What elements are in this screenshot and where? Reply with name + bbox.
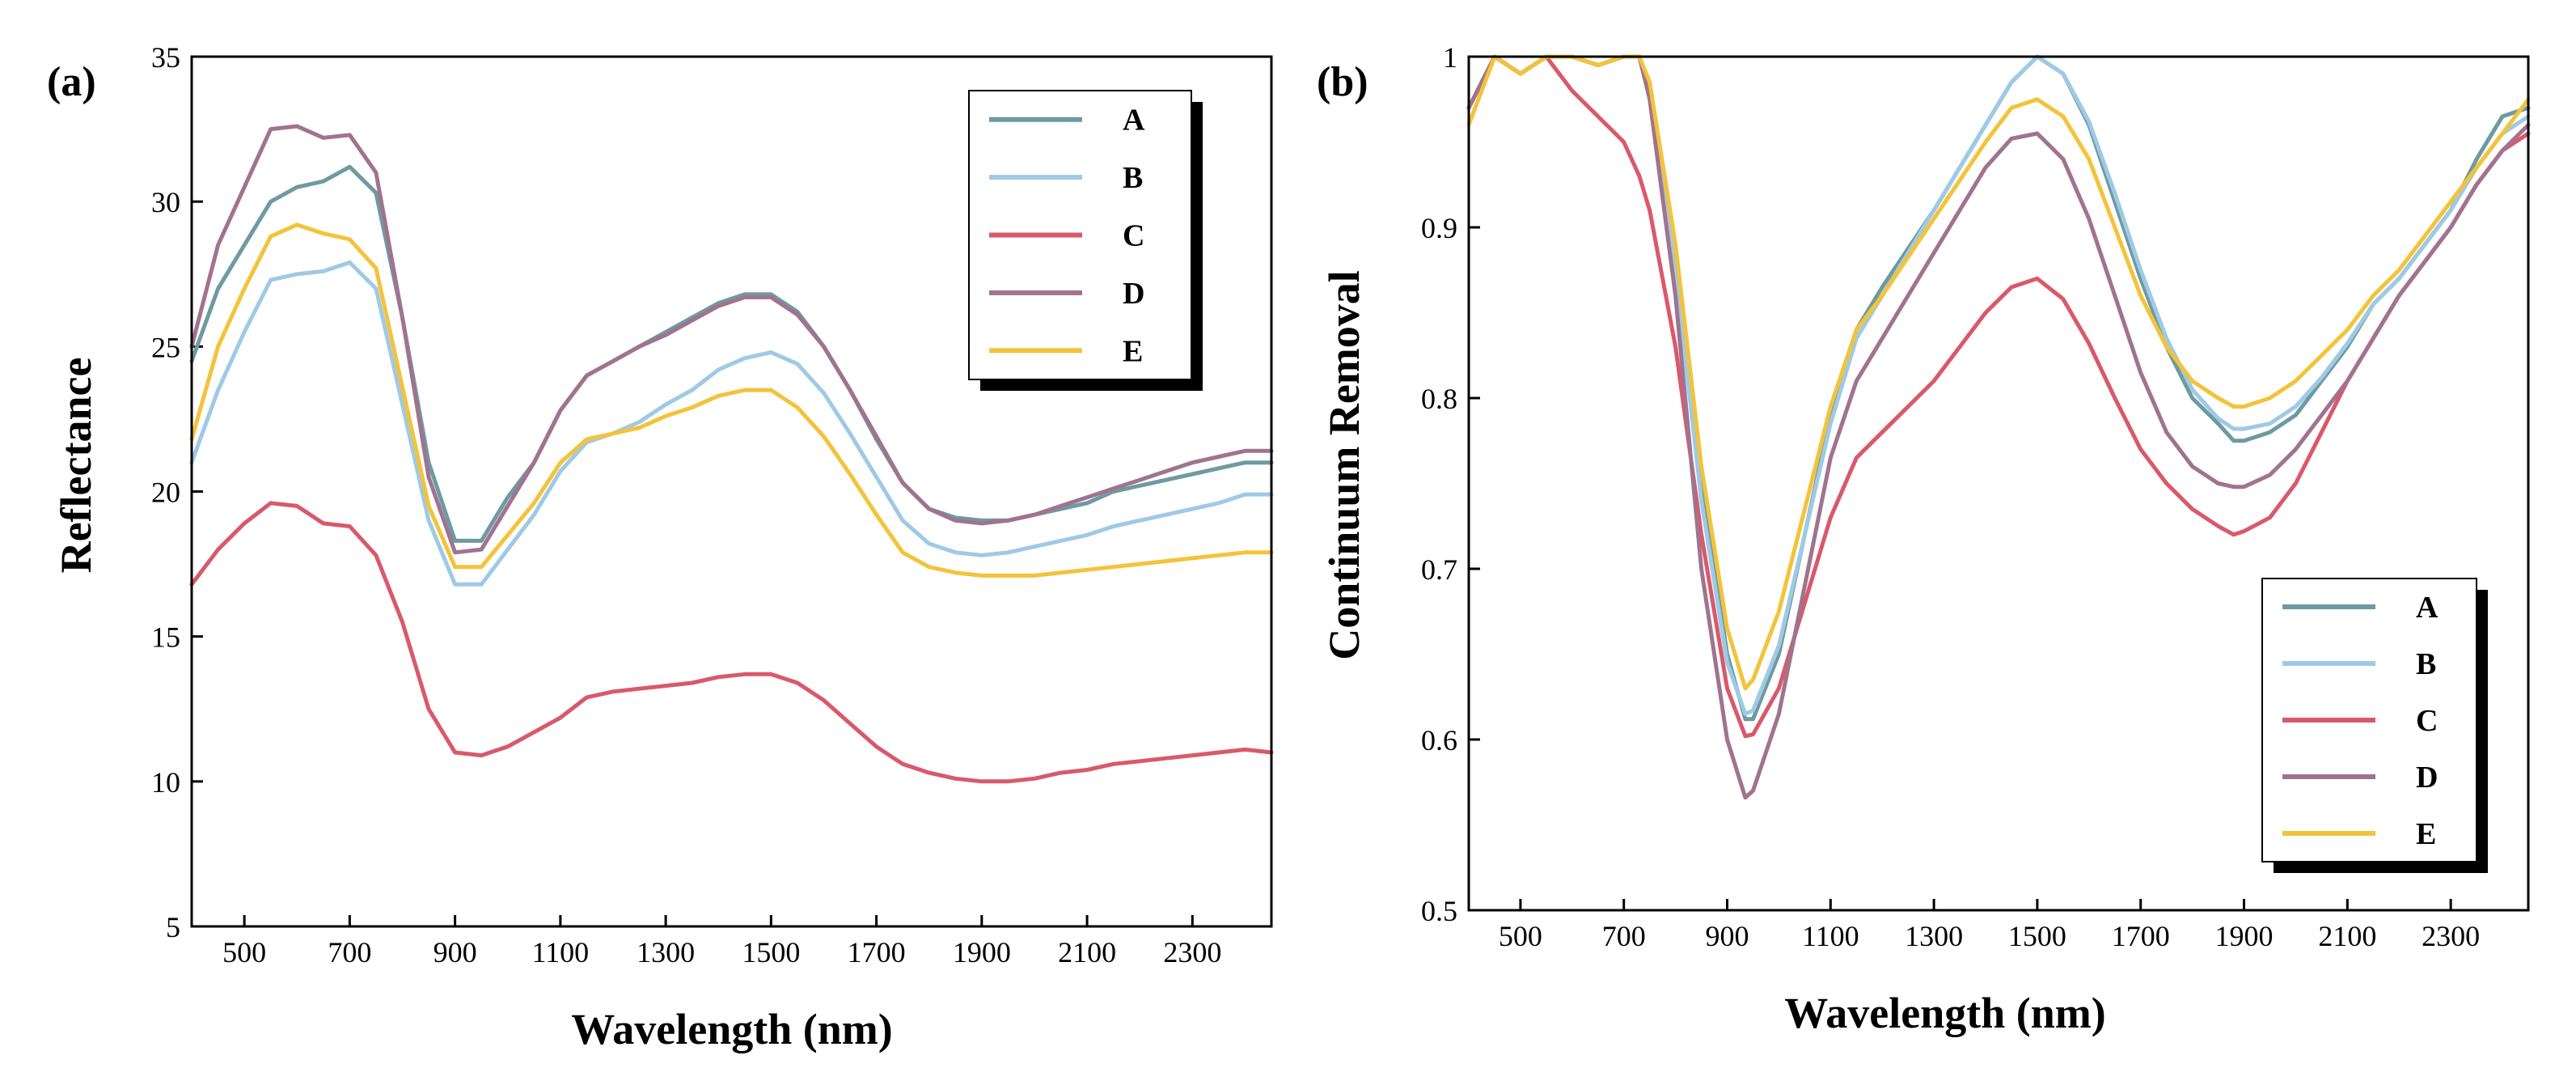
panel-a-xtick-label: 2300 <box>1163 936 1221 968</box>
panel-a-ytick-label: 25 <box>151 331 180 363</box>
panel-a-xtick-label: 1100 <box>532 936 590 968</box>
panel-a-series-c <box>189 501 1274 784</box>
panel-b-xtick-label: 700 <box>1602 920 1646 952</box>
panel-a-series-e <box>189 222 1274 578</box>
panel-b-xtick-label: 2300 <box>2422 920 2480 952</box>
panel-b-ticks: 500 700 900 1100 1300 1500 1700 1900 2100 2300 0.5… <box>1421 41 2480 952</box>
panel-b-xtick-label: 1300 <box>1905 920 1963 952</box>
panel-b-label: (b) <box>1317 59 1368 105</box>
panel-a-ylabel: Reflectance <box>52 358 100 574</box>
panel-a-xtick-label: 1900 <box>953 936 1011 968</box>
panel-a-xtick-label: 700 <box>328 936 371 968</box>
panel-a-frame <box>190 55 1273 928</box>
panel-a-legend-label-a: A <box>1123 104 1145 138</box>
panel-a-xtick-label: 500 <box>222 936 266 968</box>
panel-b-legend-label-b: B <box>2416 647 2436 681</box>
panel-b-xtick-label: 2100 <box>2318 920 2376 952</box>
panel-a-ytick-label: 30 <box>151 186 180 218</box>
panel-a-series-b <box>189 260 1274 587</box>
panel-b-xtick-label: 1900 <box>2215 920 2274 952</box>
panel-b-xtick-label: 1700 <box>2112 920 2170 952</box>
panel-a-legend-label-d: D <box>1123 277 1144 311</box>
panel-b-ytick-label: 0.8 <box>1421 383 1457 415</box>
panel-a-legend-label-c: C <box>1123 219 1144 253</box>
panel-a-xlabel: Wavelength (nm) <box>571 1005 893 1053</box>
panel-b-ytick-label: 1 <box>1443 41 1457 74</box>
panel-b-frame <box>1467 55 2530 912</box>
panel-b-ytick-label: 0.6 <box>1421 724 1457 756</box>
panel-b-ytick-label: 0.9 <box>1421 212 1457 244</box>
panel-b-ylabel: Continuum Removal <box>1320 270 1368 660</box>
panel-b-legend-label-c: C <box>2416 704 2438 738</box>
panel-b-legend-label-a: A <box>2416 591 2439 625</box>
panel-a-ytick-label: 10 <box>151 766 180 799</box>
panel-a-ytick-label: 35 <box>151 41 180 74</box>
panel-b-xtick-label: 900 <box>1706 920 1749 952</box>
panel-a-label: (a) <box>47 59 96 105</box>
panel-a-xtick-label: 1500 <box>742 936 800 968</box>
panel-a-series-a <box>189 164 1274 543</box>
panel-a-ytick-label: 20 <box>151 477 180 509</box>
panel-a-xtick-label: 900 <box>434 936 477 968</box>
panel-b-ytick-label: 0.7 <box>1421 553 1457 586</box>
panel-a-series <box>189 124 1274 784</box>
panel-b-legend-label-e: E <box>2416 817 2436 851</box>
panel-a-xtick-label: 1700 <box>848 936 906 968</box>
panel-a-xtick-label: 2100 <box>1058 936 1116 968</box>
panel-b-xtick-label: 500 <box>1499 920 1542 952</box>
panel-a-series-d <box>189 124 1274 555</box>
panel-a: (a) Reflectance Wavelength (nm) 500 700 90… <box>47 41 1274 1053</box>
panel-b-xtick-label: 1500 <box>2008 920 2066 952</box>
panel-a-xtick-label: 1300 <box>637 936 695 968</box>
panel-a-legend-label-e: E <box>1123 334 1143 368</box>
panel-a-ytick-label: 15 <box>151 621 180 654</box>
panel-b: (b) Continuum Removal Wavelength (nm) 50… <box>1317 41 2531 1037</box>
panel-a-legend-label-b: B <box>1123 161 1143 195</box>
panel-b-legend-label-d: D <box>2416 761 2438 795</box>
panel-a-ytick-label: 5 <box>166 911 180 943</box>
panel-b-ytick-label: 0.5 <box>1421 895 1457 927</box>
panel-b-xtick-label: 1100 <box>1802 920 1859 952</box>
panel-b-xlabel: Wavelength (nm) <box>1784 989 2106 1037</box>
panel-a-ticks: 500 700 900 1100 1300 1500 1700 1900 2100 2300 5 10… <box>151 41 1221 968</box>
